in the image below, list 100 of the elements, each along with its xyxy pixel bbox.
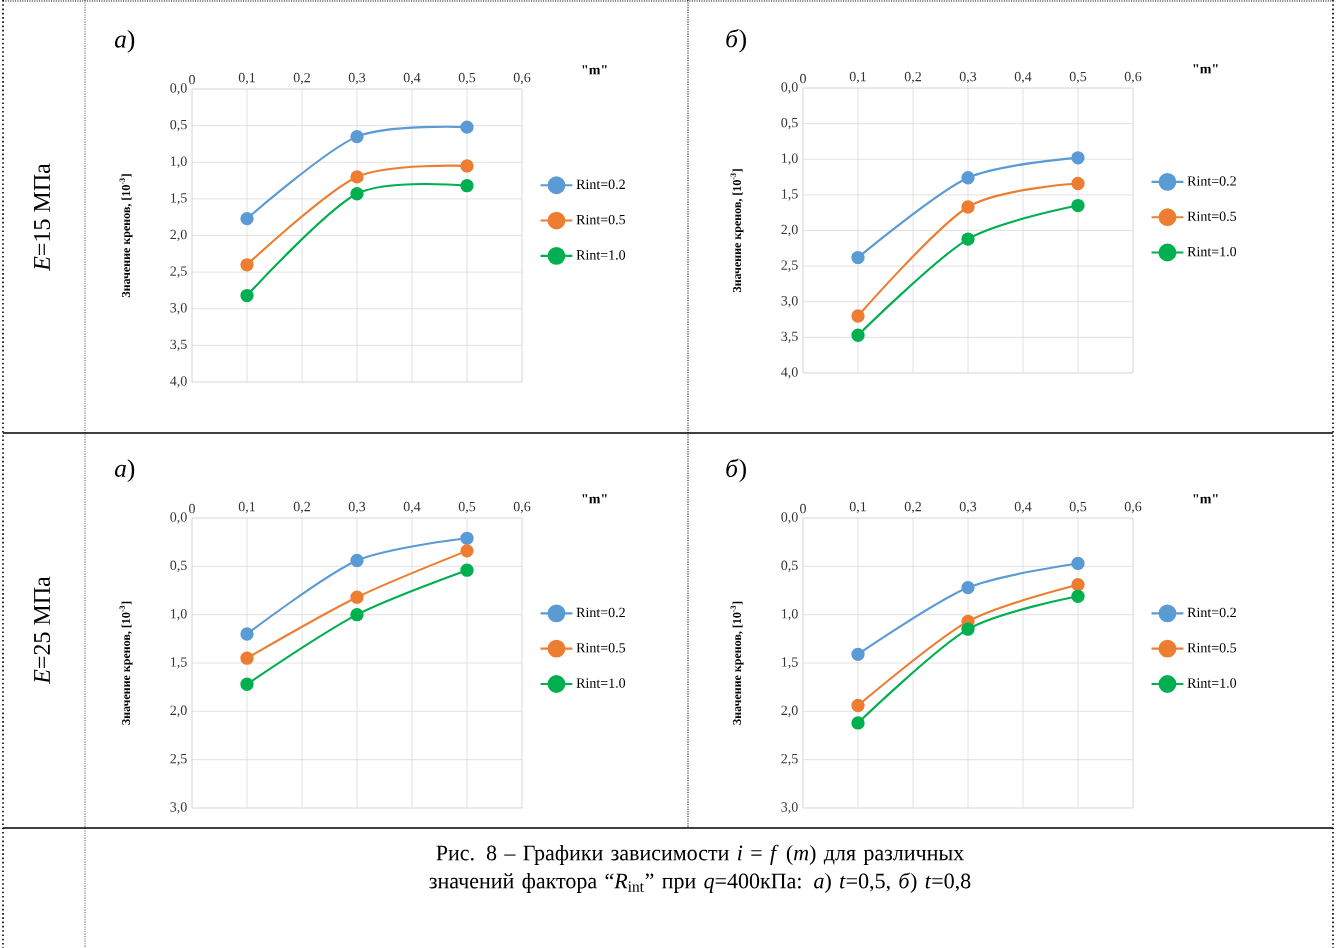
x-tick-label: 0,2 xyxy=(904,71,921,84)
x-axis-title: "m" xyxy=(582,65,607,75)
point xyxy=(1071,556,1085,571)
x-tick-label: 0,3 xyxy=(959,71,977,84)
x-axis-title: "m" xyxy=(1193,494,1218,504)
text: Рис. 8 – Графики зависимости i = f (m) для различных значений фактора “R$_{int}$” при q=400кПа: а) t=0,5, б) t=0,8 xyxy=(429,844,971,893)
x-tick-label: 0,4 xyxy=(403,501,421,514)
chart-title: а) xyxy=(114,29,135,53)
point xyxy=(1071,589,1085,603)
x-tick-label: 0,6 xyxy=(1124,501,1142,514)
y-tick-label: 0,5 xyxy=(170,119,187,132)
y-tick-label: 3,0 xyxy=(781,802,798,814)
chart-title: б) xyxy=(726,458,746,483)
x-tick-label: 0,5 xyxy=(458,501,476,514)
x-tick-label: 0 xyxy=(800,503,806,514)
point xyxy=(961,232,975,246)
x-tick-label: 0,3 xyxy=(348,501,366,514)
y-tick-label: 3,5 xyxy=(170,339,187,352)
point xyxy=(350,590,364,604)
point xyxy=(240,258,254,272)
x-tick-label: 0,3 xyxy=(348,72,366,85)
x-tick-label: 0,1 xyxy=(238,501,255,514)
y-tick-label: 2,0 xyxy=(781,705,798,718)
point xyxy=(460,563,474,577)
point xyxy=(240,627,254,641)
x-tick-label: 0,6 xyxy=(513,501,531,514)
y-tick-label: 1,5 xyxy=(782,657,798,669)
y-tick-label: 1,5 xyxy=(171,657,187,669)
point xyxy=(240,288,254,303)
y-tick-label: 0,0 xyxy=(170,512,187,524)
point xyxy=(240,211,254,226)
legend-label: Rint=0.2 xyxy=(1187,607,1236,618)
x-tick-label: 0,5 xyxy=(1069,71,1087,84)
y-tick-label: 4,0 xyxy=(781,367,798,379)
x-axis-title: "m" xyxy=(1193,64,1218,74)
point xyxy=(1071,578,1085,592)
y-tick-label: 1,0 xyxy=(171,156,187,168)
x-tick-label: 0,4 xyxy=(403,72,421,85)
point xyxy=(1071,176,1085,191)
y-tick-label: 1,0 xyxy=(782,153,798,165)
legend-label: Rint=1.0 xyxy=(576,250,626,260)
y-tick-label: 1,5 xyxy=(171,193,187,205)
point xyxy=(851,716,865,730)
x-tick-label: 0,3 xyxy=(959,501,977,514)
x-axis-title: "m" xyxy=(582,494,607,504)
x-tick-label: 0 xyxy=(189,503,195,514)
x-tick-label: 0 xyxy=(189,74,195,85)
y-tick-label: 3,5 xyxy=(781,331,798,344)
y-axis-title: Значение кренов, [10$^{-3}$] xyxy=(730,601,744,725)
y-axis-title: Значение кренов, [10$^{-3}$] xyxy=(119,174,133,298)
y-axis-title: Значение кренов, [10$^{-3}$] xyxy=(730,169,744,293)
y-tick-label: 2,5 xyxy=(781,260,798,272)
y-axis-title: Значение кренов, [10$^{-3}$] xyxy=(119,601,133,725)
y-tick-label: 3,0 xyxy=(170,303,187,315)
point xyxy=(851,647,865,661)
y-tick-label: 1,5 xyxy=(782,189,798,201)
point xyxy=(460,120,474,134)
x-tick-label: 0,2 xyxy=(293,72,310,85)
x-tick-label: 0,4 xyxy=(1014,501,1032,514)
x-tick-label: 0,6 xyxy=(513,72,531,85)
x-tick-label: 0 xyxy=(800,73,806,84)
x-tick-label: 0,2 xyxy=(293,501,310,514)
legend-label: Rint=1.0 xyxy=(1187,678,1237,688)
point xyxy=(460,531,474,545)
point xyxy=(851,250,865,265)
y-tick-label: 0,5 xyxy=(781,117,798,130)
y-tick-label: 2,0 xyxy=(170,229,187,242)
x-tick-label: 0,4 xyxy=(1014,71,1032,84)
y-tick-label: 2,0 xyxy=(781,224,798,237)
legend-label: Rint=0.2 xyxy=(1187,176,1236,186)
x-tick-label: 0,5 xyxy=(458,72,476,85)
point xyxy=(460,179,474,193)
y-tick-label: 0,0 xyxy=(170,83,187,95)
point xyxy=(350,608,364,622)
point xyxy=(350,170,364,184)
y-tick-label: 1,0 xyxy=(171,608,187,621)
point xyxy=(851,328,865,342)
point xyxy=(961,580,975,595)
point xyxy=(460,544,474,558)
y-tick-label: 2,0 xyxy=(170,705,187,718)
point xyxy=(350,187,364,201)
legend-label: Rint=0.5 xyxy=(1187,643,1237,653)
y-tick-label: 4,0 xyxy=(170,376,187,388)
point xyxy=(240,651,254,665)
legend-label: Rint=1.0 xyxy=(576,678,626,688)
y-tick-label: 2,5 xyxy=(170,753,187,766)
chart-title: а) xyxy=(114,459,135,483)
y-tick-label: 2,5 xyxy=(781,753,798,766)
legend-label: Rint=0.5 xyxy=(576,214,626,225)
y-tick-label: 3,0 xyxy=(781,296,798,308)
y-tick-label: 3,0 xyxy=(170,802,187,814)
point xyxy=(961,171,975,185)
point xyxy=(851,698,865,713)
legend-label: Rint=0.2 xyxy=(576,179,625,190)
text: E=25 МПа xyxy=(33,576,51,685)
point xyxy=(1071,198,1085,213)
x-tick-label: 0,1 xyxy=(238,72,255,85)
legend-label: Rint=0.2 xyxy=(576,607,625,618)
point xyxy=(350,129,364,144)
y-tick-label: 0,0 xyxy=(781,82,798,94)
